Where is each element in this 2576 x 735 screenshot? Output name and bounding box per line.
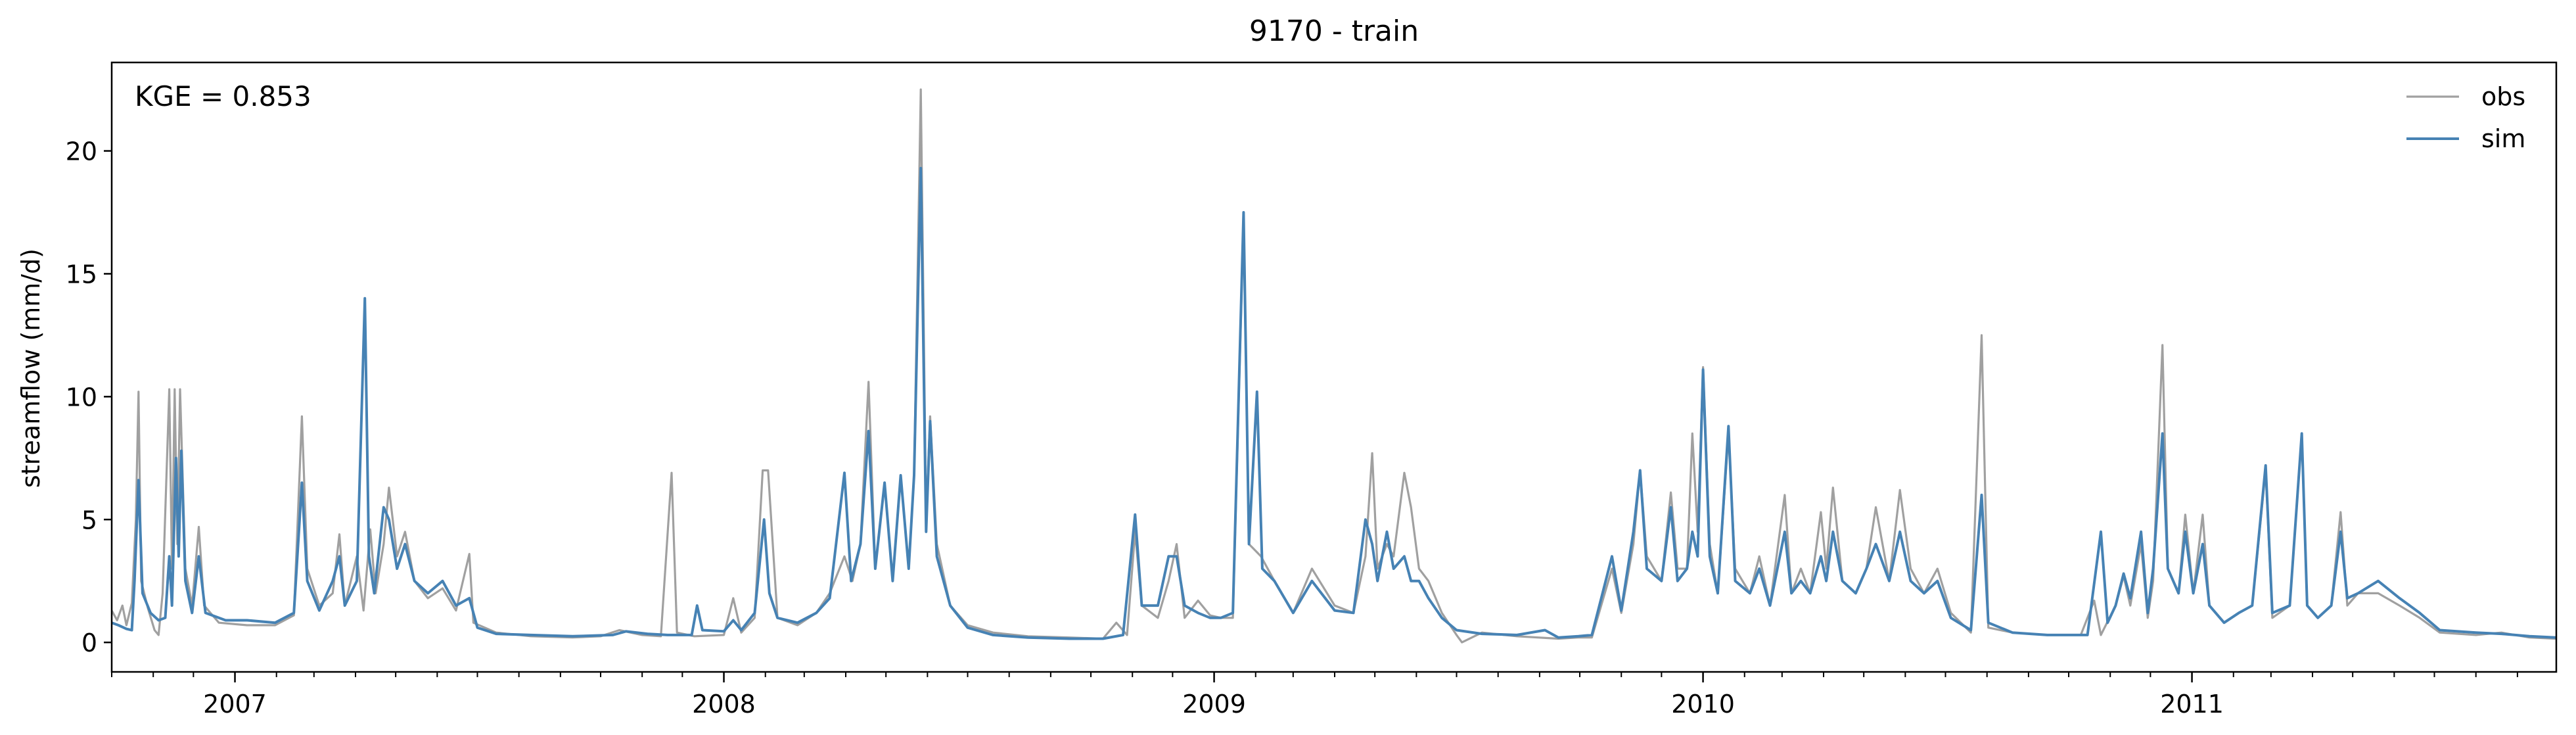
series-layer [112, 88, 2556, 644]
legend-sim-label: sim [2481, 124, 2525, 153]
x-tick-label: 2008 [692, 690, 756, 719]
plot-area: 0 5 10 15 20 2007 2008 2009 2010 2011 [66, 61, 2558, 719]
y-tick-label: 10 [66, 383, 97, 412]
x-axis-major-ticks: 2007 2008 2009 2010 2011 [203, 672, 2224, 719]
chart-title: 9170 - train [1249, 14, 1419, 48]
x-tick-label: 2007 [203, 690, 267, 719]
x-tick-label: 2011 [2160, 690, 2224, 719]
y-axis-label: streamflow (mm/d) [16, 249, 45, 488]
y-tick-label: 5 [81, 506, 97, 534]
legend: obs sim [2406, 82, 2525, 153]
y-axis-ticks: 0 5 10 15 20 [66, 137, 112, 657]
sim-line [112, 166, 2556, 640]
x-tick-label: 2010 [1671, 690, 1735, 719]
y-tick-label: 0 [81, 628, 97, 657]
kge-annotation: KGE = 0.853 [135, 80, 311, 112]
legend-obs-label: obs [2481, 82, 2525, 111]
plot-frame [110, 61, 2558, 673]
y-tick-label: 15 [66, 260, 97, 289]
y-tick-label: 20 [66, 137, 97, 166]
x-tick-label: 2009 [1182, 690, 1246, 719]
